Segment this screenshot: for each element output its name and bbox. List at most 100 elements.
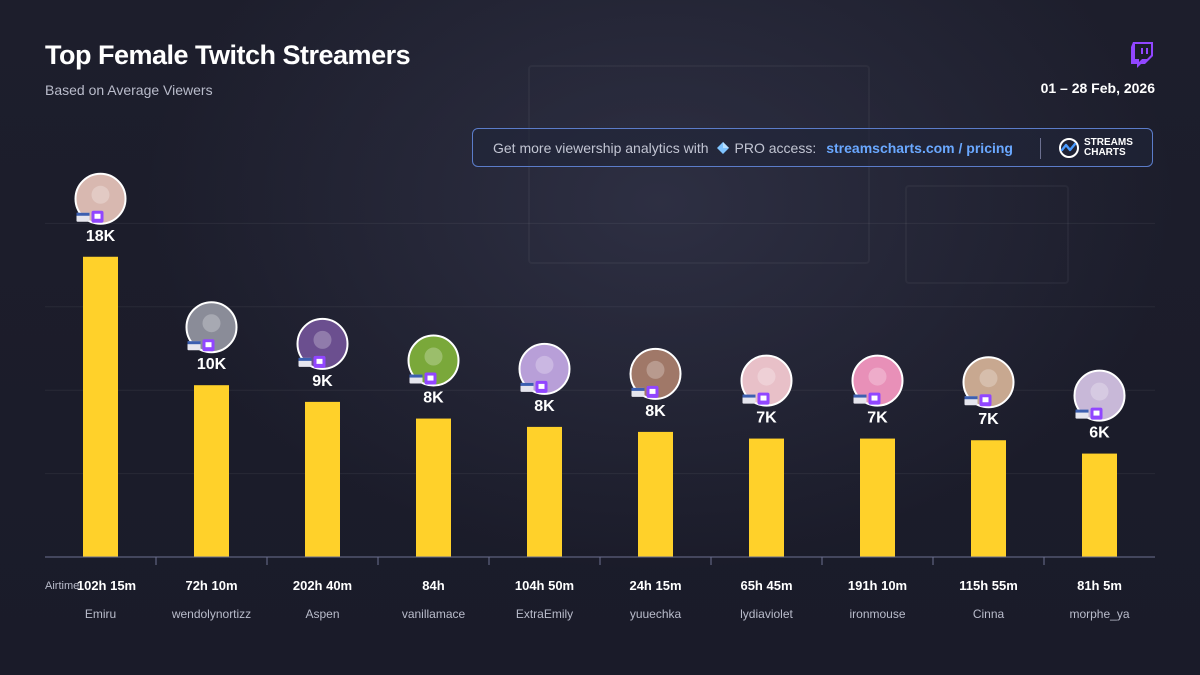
- avatar-Aspen: [296, 317, 349, 370]
- avatar-photo: [74, 172, 127, 225]
- promo-banner[interactable]: Get more viewership analytics with PRO a…: [472, 128, 1153, 167]
- airtime-labels: 102h 15m 72h 10m 202h 40m 84h 104h 50m 24h 15…: [77, 578, 1122, 593]
- promo-pro-label: PRO access:: [734, 139, 817, 156]
- avatar-photo: [1073, 369, 1126, 422]
- airtime-morphe_ya: 81h 5m: [1077, 578, 1122, 593]
- value-label-vanillamace: 8K: [423, 390, 444, 407]
- bar-Aspen: [305, 401, 340, 557]
- name-labels: Emiru wendolynortizz Aspen vanillamace Extra…: [85, 607, 1130, 621]
- airtime-yuuechka: 24h 15m: [629, 578, 681, 593]
- avatar-photo: [629, 347, 682, 400]
- avatar-photo: [851, 354, 904, 407]
- airtime-Aspen: 202h 40m: [293, 578, 352, 593]
- bar-lydiaviolet: [749, 438, 784, 557]
- avatar-face: [868, 367, 887, 386]
- value-label-yuuechka: 8K: [645, 403, 666, 420]
- avatar-face: [979, 369, 998, 388]
- date-range: 01 – 28 Feb, 2026: [1040, 80, 1155, 96]
- avatar-photo: [518, 342, 571, 395]
- avatar-lydiaviolet: [740, 354, 793, 407]
- twitch-badge-glyph: [982, 397, 989, 403]
- pricing-link[interactable]: streamscharts.com / pricing: [826, 139, 1013, 156]
- flag-stripe: [964, 396, 978, 400]
- airtime-title: Airtime:: [45, 580, 82, 592]
- avatar-face: [424, 347, 443, 366]
- avatar-face: [202, 314, 221, 333]
- twitch-badge-glyph: [760, 395, 767, 401]
- bar-morphe_ya: [1082, 453, 1117, 557]
- name-label-Emiru: Emiru: [85, 607, 116, 621]
- bars: [83, 256, 1117, 557]
- streamscharts-logo-line1: STREAMS: [1084, 137, 1133, 148]
- chart-title: Top Female Twitch Streamers: [45, 40, 411, 70]
- flag-stripe: [187, 341, 201, 345]
- airtime-Cinna: 115h 55m: [959, 578, 1018, 593]
- avatar-face: [535, 355, 554, 374]
- avatars: [74, 172, 1126, 422]
- airtime-wendolynortizz: 72h 10m: [185, 578, 237, 593]
- avatar-wendolynortizz: [185, 301, 238, 354]
- flag-stripe: [76, 212, 90, 216]
- streamscharts-logo-line2: CHARTS: [1084, 147, 1126, 158]
- avatar-face: [757, 367, 776, 386]
- promo-divider: [1040, 138, 1041, 159]
- avatar-morphe_ya: [1073, 369, 1126, 422]
- twitch-badge-glyph: [871, 395, 878, 401]
- bar-yuuechka: [638, 431, 673, 557]
- twitch-badge-glyph: [94, 213, 101, 219]
- avatar-photo: [740, 354, 793, 407]
- avatar-photo: [407, 334, 460, 387]
- flag-stripe: [409, 374, 423, 378]
- bar-Cinna: [971, 440, 1006, 557]
- avatar-Emiru: [74, 172, 127, 225]
- value-label-ExtraEmily: 8K: [534, 398, 555, 415]
- x-ticks: [155, 557, 1045, 565]
- chart-subtitle: Based on Average Viewers: [45, 82, 213, 98]
- flag-stripe: [631, 387, 645, 391]
- flag-stripe: [1075, 409, 1089, 413]
- value-label-ironmouse: 7K: [867, 410, 888, 427]
- avatar-face: [91, 185, 110, 204]
- airtime-lydiaviolet: 65h 45m: [740, 578, 792, 593]
- name-label-vanillamace: vanillamace: [402, 607, 466, 621]
- twitch-badge-glyph: [427, 375, 434, 381]
- avatar-Cinna: [962, 356, 1015, 409]
- avatar-face: [313, 330, 332, 349]
- name-label-ExtraEmily: ExtraEmily: [516, 607, 573, 621]
- avatar-photo: [185, 301, 238, 354]
- bar-ironmouse: [860, 438, 895, 557]
- avatar-vanillamace: [407, 334, 460, 387]
- flag-stripe: [298, 357, 312, 361]
- value-label-morphe_ya: 6K: [1089, 425, 1110, 442]
- bar-wendolynortizz: [194, 385, 229, 557]
- name-label-lydiaviolet: lydiaviolet: [740, 607, 793, 621]
- value-label-lydiaviolet: 7K: [756, 410, 777, 427]
- avatar-photo: [296, 317, 349, 370]
- avatar-yuuechka: [629, 347, 682, 400]
- promo-text: Get more viewership analytics with: [493, 139, 709, 156]
- twitch-badge-glyph: [538, 383, 545, 389]
- avatar-face: [646, 360, 665, 379]
- name-label-morphe_ya: morphe_ya: [1069, 607, 1129, 621]
- bar-ExtraEmily: [527, 426, 562, 557]
- bar-Emiru: [83, 256, 118, 557]
- value-label-Cinna: 7K: [978, 411, 999, 428]
- twitch-badge-glyph: [316, 358, 323, 364]
- avatar-ExtraEmily: [518, 342, 571, 395]
- flag-stripe: [742, 394, 756, 398]
- name-label-yuuechka: yuuechka: [630, 607, 682, 621]
- twitch-badge-glyph: [1093, 410, 1100, 416]
- airtime-ironmouse: 191h 10m: [848, 578, 907, 593]
- streamscharts-logo: STREAMS CHARTS: [1058, 137, 1133, 159]
- airtime-Emiru: 102h 15m: [77, 578, 136, 593]
- flag-stripe: [853, 394, 867, 398]
- value-label-Emiru: 18K: [86, 228, 116, 245]
- twitch-badge-glyph: [205, 342, 212, 348]
- twitch-icon: [1131, 42, 1153, 68]
- bar-vanillamace: [416, 418, 451, 557]
- name-label-Cinna: Cinna: [973, 607, 1005, 621]
- airtime-vanillamace: 84h: [422, 578, 444, 593]
- avatar-photo: [962, 356, 1015, 409]
- twitch-badge-glyph: [649, 388, 656, 394]
